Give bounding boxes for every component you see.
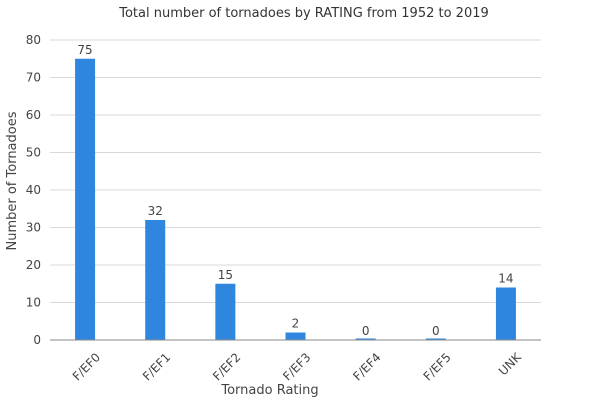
- bars: [75, 58, 516, 340]
- y-tick-label: 40: [26, 183, 41, 197]
- y-tick-label: 0: [33, 333, 41, 347]
- bar-f-ef2: [215, 283, 236, 340]
- x-axis-ticks: F/EF0 F/EF1 F/EF2 F/EF3 F/EF4 F/EF5 UNK: [70, 349, 525, 383]
- data-label: 0: [362, 324, 370, 338]
- data-label: 32: [148, 204, 163, 218]
- y-tick-label: 60: [26, 108, 41, 122]
- bar-f-ef0: [75, 58, 96, 340]
- y-tick-label: 80: [26, 33, 41, 47]
- y-tick-label: 50: [26, 146, 41, 160]
- y-tick-label: 30: [26, 221, 41, 235]
- x-tick-label: F/EF3: [280, 350, 313, 383]
- x-tick-label: F/EF4: [350, 350, 383, 383]
- data-label: 2: [292, 317, 300, 331]
- x-axis-label: Tornado Rating: [220, 383, 318, 398]
- data-label: 75: [77, 43, 92, 57]
- data-label: 14: [498, 272, 513, 286]
- bar-f-ef3: [285, 332, 306, 340]
- bar-f-ef4: [355, 338, 376, 340]
- x-tick-label: F/EF2: [210, 350, 243, 383]
- y-tick-label: 20: [26, 258, 41, 272]
- data-label: 0: [432, 324, 440, 338]
- bar-f-ef5: [425, 338, 446, 340]
- data-labels: 75 32 15 2 0 0 14: [77, 43, 513, 338]
- bar-unk: [495, 287, 516, 340]
- x-tick-label: F/EF0: [70, 350, 103, 383]
- y-tick-label: 10: [26, 296, 41, 310]
- gridlines: [50, 39, 541, 303]
- y-axis-label: Number of Tornadoes: [5, 111, 20, 250]
- bar-f-ef1: [145, 220, 166, 340]
- x-tick-label: F/EF5: [421, 350, 454, 383]
- data-label: 15: [218, 268, 233, 282]
- y-tick-label: 70: [26, 71, 41, 85]
- x-tick-label: F/EF1: [140, 350, 173, 383]
- x-tick-label: UNK: [496, 349, 525, 378]
- y-axis-ticks: 0 10 20 30 40 50 60 70 80: [26, 33, 41, 347]
- chart-title: Total number of tornadoes by RATING from…: [118, 6, 489, 21]
